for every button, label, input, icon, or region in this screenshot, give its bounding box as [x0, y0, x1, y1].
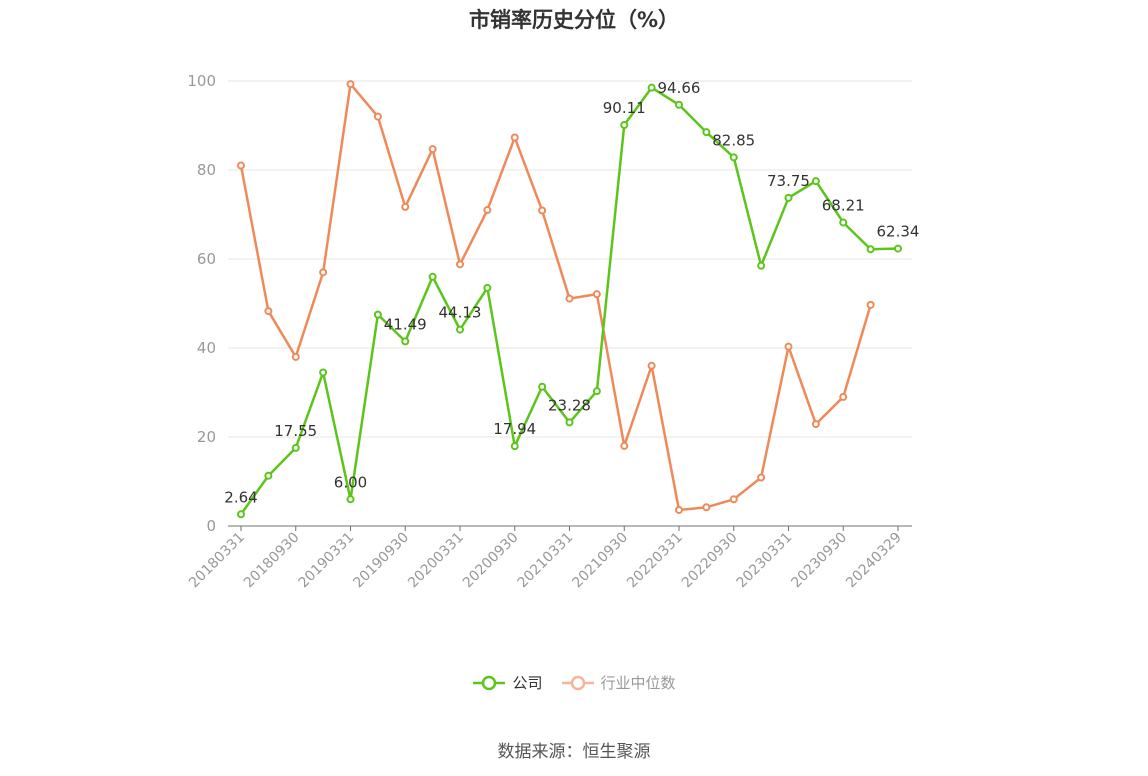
data-point-company [510, 442, 519, 451]
data-point-industry [264, 307, 273, 316]
data-label: 90.11 [603, 99, 646, 117]
data-point-company [811, 177, 820, 186]
legend-item-industry[interactable]: 行业中位数 [561, 672, 676, 693]
data-point-industry [811, 420, 820, 429]
data-point-company [592, 387, 601, 396]
data-label: 68.21 [822, 196, 865, 214]
data-label-layer: 2.64 17.55 6.00 41.49 44.13 17.94 23.28 90.11 94… [224, 79, 919, 506]
y-tick-label: 80 [197, 161, 216, 179]
x-tick-label: 20210930 [569, 530, 631, 592]
x-tick-label: 20190331 [296, 530, 358, 592]
data-point-company [264, 471, 273, 480]
data-point-industry [592, 290, 601, 299]
data-point-company [565, 418, 574, 427]
data-point-company [702, 128, 711, 137]
data-point-industry [373, 112, 382, 121]
data-point-company [538, 382, 547, 391]
legend-label-company: 公司 [512, 674, 543, 692]
data-point-company [237, 510, 245, 519]
data-point-industry [483, 206, 492, 215]
data-point-company [757, 261, 766, 270]
y-tick-label: 20 [197, 428, 216, 446]
y-axis: 0 20 40 60 80 100 [187, 72, 216, 535]
data-label: 94.66 [658, 79, 701, 97]
data-point-company [620, 121, 629, 130]
data-point-company [291, 443, 300, 452]
data-label: 62.34 [877, 223, 920, 241]
data-point-company [428, 272, 437, 281]
data-label: 82.85 [712, 131, 755, 149]
series-line-industry [239, 82, 872, 512]
data-label: 2.64 [224, 488, 257, 506]
x-tick-label: 20200930 [460, 530, 522, 592]
data-point-industry [237, 161, 245, 170]
x-tick-label: 20230331 [734, 530, 796, 592]
data-point-industry [291, 352, 300, 361]
data-point-industry [839, 392, 848, 401]
data-label: 6.00 [334, 473, 367, 491]
legend-company-icon [473, 675, 506, 690]
data-point-company [319, 368, 328, 377]
x-tick-label: 20180331 [186, 530, 248, 592]
y-tick-label: 0 [206, 517, 216, 535]
y-tick-label: 40 [197, 339, 216, 357]
data-point-industry [647, 361, 656, 370]
x-tick-label: 20190930 [350, 530, 412, 592]
data-point-industry [702, 503, 711, 512]
data-point-industry [538, 206, 547, 215]
data-point-industry [565, 294, 574, 303]
data-point-company [866, 245, 875, 254]
data-point-company [483, 283, 492, 292]
source-note: 数据来源：恒生聚源 [497, 742, 651, 762]
legend: 公司 行业中位数 [0, 672, 1148, 693]
y-tick-label: 60 [197, 250, 216, 268]
data-point-industry [456, 260, 464, 269]
data-point-industry [675, 505, 683, 514]
data-label: 41.49 [384, 315, 427, 333]
x-tick-label: 20220930 [679, 530, 741, 592]
x-axis: 2018033120180930201903312019093020200331… [186, 525, 912, 592]
data-point-industry [401, 202, 410, 211]
data-point-company [729, 153, 738, 162]
data-point-company [401, 337, 410, 346]
legend-industry-icon [561, 675, 594, 690]
data-point-company [373, 310, 382, 319]
x-tick-label: 20240329 [843, 530, 905, 592]
x-tick-label: 20180930 [241, 530, 303, 592]
x-tick-label: 20220331 [624, 530, 686, 592]
data-point-company [647, 83, 656, 92]
legend-label-industry: 行业中位数 [600, 674, 676, 692]
data-label: 44.13 [439, 304, 482, 322]
data-label: 17.55 [274, 422, 317, 440]
data-label: 17.94 [493, 420, 536, 438]
data-point-industry [784, 342, 793, 351]
data-label: 73.75 [767, 172, 810, 190]
data-point-industry [866, 300, 875, 309]
data-point-company [784, 193, 793, 202]
x-tick-label: 20200331 [405, 530, 467, 592]
data-point-industry [620, 441, 629, 450]
grid-layer [228, 80, 912, 438]
chart-title: 市销率历史分位（%） [468, 8, 680, 32]
data-point-company [894, 244, 902, 253]
x-tick-label: 20230930 [788, 530, 850, 592]
data-point-industry [428, 145, 437, 154]
data-point-industry [729, 495, 738, 504]
data-point-industry [346, 80, 355, 89]
y-tick-label: 100 [187, 72, 216, 90]
legend-item-company[interactable]: 公司 [472, 672, 543, 693]
data-point-company [346, 495, 355, 504]
data-point-company [675, 100, 683, 109]
data-point-company [839, 218, 848, 227]
series-layer [237, 80, 902, 519]
x-tick-label: 20210331 [515, 530, 577, 592]
data-point-industry [510, 133, 519, 142]
data-point-company [456, 325, 464, 334]
data-point-industry [757, 473, 766, 482]
data-point-industry [319, 268, 328, 277]
data-label: 23.28 [548, 396, 591, 414]
